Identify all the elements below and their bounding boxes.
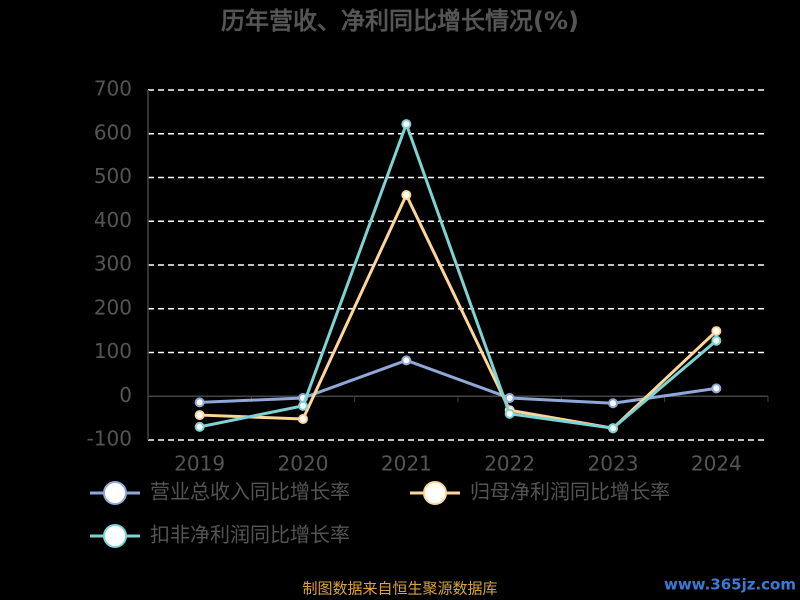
data-point xyxy=(194,397,205,408)
x-tick-label: 2021 xyxy=(381,452,432,476)
legend-label: 营业总收入同比增长率 xyxy=(150,480,350,504)
legend-marker xyxy=(423,481,447,505)
y-tick-label: 500 xyxy=(94,164,132,188)
data-point xyxy=(298,414,308,424)
legend-marker xyxy=(103,524,127,548)
chart-title: 历年营收、净利同比增长情况(%) xyxy=(221,7,579,35)
x-tick-label: 2020 xyxy=(278,452,329,476)
data-point xyxy=(298,400,308,411)
data-point xyxy=(504,408,515,419)
data-point xyxy=(608,398,618,409)
data-point xyxy=(711,335,722,346)
y-tick-label: 0 xyxy=(119,383,132,407)
data-point xyxy=(401,119,412,130)
x-tick-label: 2024 xyxy=(691,452,742,476)
data-point xyxy=(608,423,618,434)
y-tick-label: 200 xyxy=(94,295,132,319)
series-line xyxy=(199,119,718,430)
y-tick-label: -100 xyxy=(87,427,132,451)
source-note: 制图数据来自恒生聚源数据库 xyxy=(302,580,497,598)
x-tick-label: 2022 xyxy=(484,452,535,476)
data-point xyxy=(711,383,722,394)
y-tick-label: 400 xyxy=(94,208,132,232)
y-tick-label: 100 xyxy=(94,339,132,363)
data-point xyxy=(194,421,205,432)
data-point xyxy=(711,326,722,337)
data-point xyxy=(504,393,515,403)
data-point xyxy=(194,410,205,421)
legend-label: 归母净利润同比增长率 xyxy=(470,480,670,504)
legend-label: 扣非净利润同比增长率 xyxy=(150,523,350,547)
x-tick-label: 2019 xyxy=(174,452,225,476)
watermark: www.365jz.com xyxy=(664,576,796,594)
data-point xyxy=(401,355,412,366)
x-tick-label: 2023 xyxy=(588,452,639,476)
y-tick-label: 300 xyxy=(94,252,132,276)
legend-marker xyxy=(103,481,127,505)
y-tick-label: 600 xyxy=(94,120,132,144)
y-tick-label: 700 xyxy=(94,77,132,101)
series-line xyxy=(199,358,717,405)
data-point xyxy=(401,190,412,200)
